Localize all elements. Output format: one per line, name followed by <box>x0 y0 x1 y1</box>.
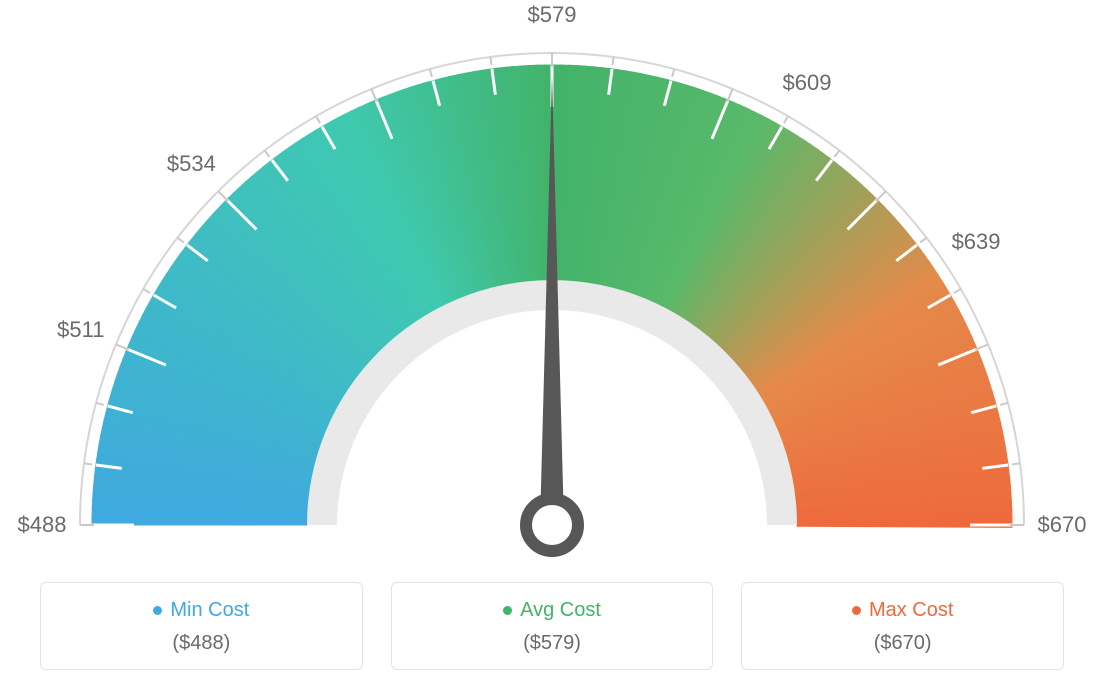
legend-title-text: Avg Cost <box>520 599 601 622</box>
gauge-tick-label: $534 <box>167 151 216 177</box>
legend-value-min: ($488) <box>51 632 352 655</box>
legend-card-max: Max Cost ($670) <box>741 582 1064 670</box>
legend-value-max: ($670) <box>752 632 1053 655</box>
dot-icon <box>503 606 512 615</box>
chart-container: $488 $511 $534 $579 $609 $639 $670 Min Cost ($… <box>0 0 1104 690</box>
gauge-tick-label: $579 <box>528 2 577 28</box>
gauge-chart <box>0 0 1104 570</box>
gauge-tick-label: $670 <box>1038 512 1087 538</box>
legend-title-avg: Avg Cost <box>503 599 601 622</box>
legend-row: Min Cost ($488) Avg Cost ($579) Max Cost… <box>40 582 1064 670</box>
gauge-tick-label: $511 <box>57 317 104 343</box>
legend-title-max: Max Cost <box>852 599 953 622</box>
gauge-tick-label: $639 <box>952 229 1001 255</box>
dot-icon <box>852 606 861 615</box>
legend-value-avg: ($579) <box>402 632 703 655</box>
legend-title-text: Max Cost <box>869 599 953 622</box>
gauge-tick-label: $488 <box>18 512 67 538</box>
legend-title-min: Min Cost <box>153 599 249 622</box>
legend-card-min: Min Cost ($488) <box>40 582 363 670</box>
gauge-area: $488 $511 $534 $579 $609 $639 $670 <box>0 0 1104 570</box>
dot-icon <box>153 606 162 615</box>
legend-title-text: Min Cost <box>170 599 249 622</box>
legend-card-avg: Avg Cost ($579) <box>391 582 714 670</box>
gauge-tick-label: $609 <box>783 70 832 96</box>
